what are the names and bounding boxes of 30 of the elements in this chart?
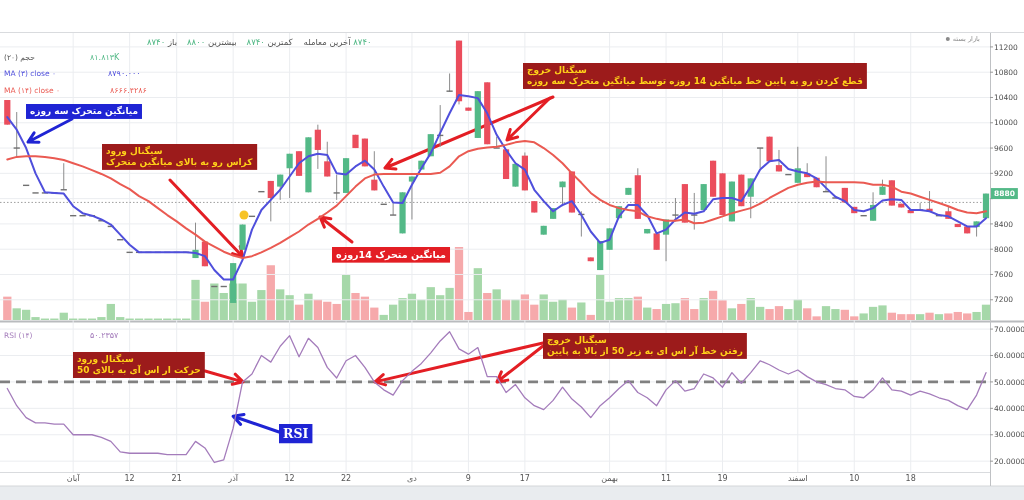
x-tick-label: اسفند [787,474,808,483]
x-tick-label: آذر [227,473,239,483]
annotation: ۸۶۶۶.۴۲۸۶ [110,85,147,95]
annotation: سیگنال ورود حرکت ار اس آی به بالای 50 [77,353,201,377]
annotation: بیشترین ۸۸۰۰ [187,36,237,47]
annotation: میانگین متحرک 14روزه [336,248,447,261]
x-tick-label: 17 [519,474,530,483]
annotation: ۸۱.۸۱۳K [90,53,121,63]
x-tick-label: 21 [171,474,182,483]
x-tick-label: 19 [717,474,728,483]
annotation: سیگنال خروج رفتن خط آر اس ای به زیر 50 از بالا به پایین [547,334,743,358]
x-tick-label: آبان [66,473,81,483]
x-tick-label: 10 [849,474,860,483]
annotation: باز ۸۷۴۰ [147,36,178,47]
x-tick-label: 11 [660,474,672,483]
annotation: میانگین متحرک سه روزه [30,105,138,118]
annotation: سیگنال ورود کراس رو به بالای میانگین متحرک [106,145,254,169]
x-tick-label: 22 [340,474,352,483]
x-tick-label: دی [407,474,418,483]
annotation: ۵۰.۲۳۵۷ [90,330,120,340]
annotation: سیگنال خروج قطع کردن رو به پایین خط میانگین 14 روزه توسط میانگین متحرک سه روزه [527,64,863,88]
x-tick-label: بهمن [601,474,618,483]
x-tick-label: 12 [124,474,135,483]
x-tick-label: 18 [905,474,916,483]
annotation: ۸۷۹۰.۰۰۰ [108,69,141,79]
x-tick-label: 9 [465,474,471,483]
annotation: کمترین ۸۷۴۰ [246,36,294,47]
annotation: آخرین معامله ۸۷۴۰ [303,35,372,47]
x-tick-label: 12 [284,474,295,483]
annotation: RSI [283,425,309,441]
